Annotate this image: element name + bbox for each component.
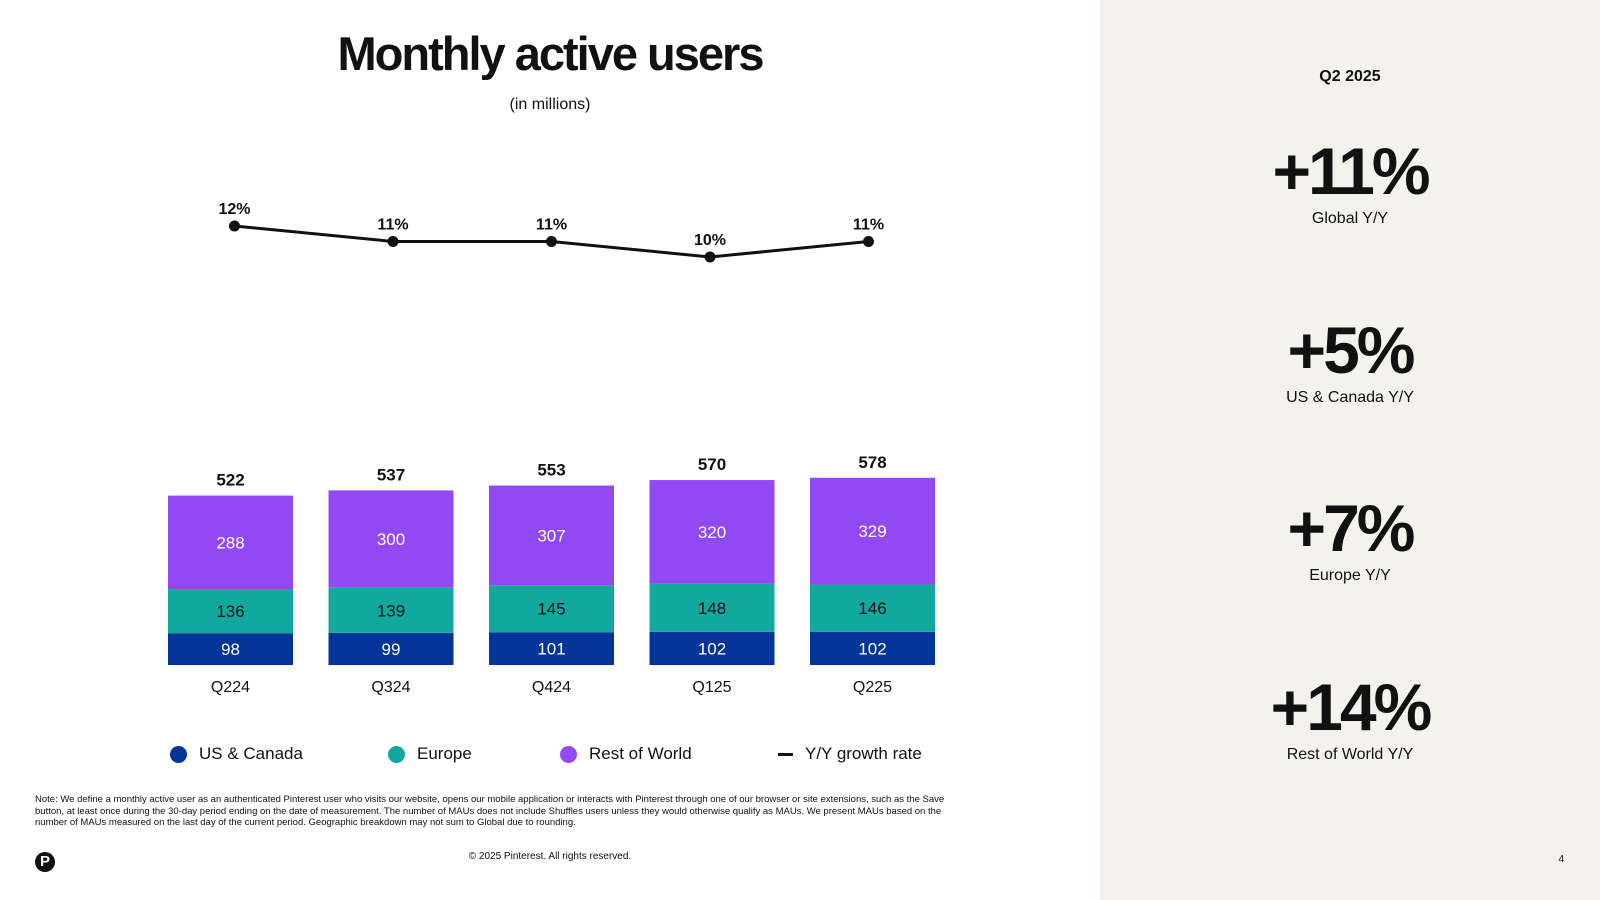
bar-europe-q225: [810, 584, 935, 632]
bar-label-us-canada-q225: 102: [858, 639, 886, 658]
growth-label-q424: 11%: [536, 217, 567, 234]
legend-label-growth-rate: Y/Y growth rate: [805, 744, 922, 763]
bar-label-rest-of-world-q424: 307: [537, 526, 565, 545]
kpi-global-label: Global Y/Y: [1311, 210, 1389, 227]
legend-label-europe: Europe: [417, 744, 472, 763]
x-tick-q225: Q225: [853, 679, 892, 696]
kpi-europe: +7% Europe Y/Y: [1100, 493, 1600, 585]
bar-label-us-canada-q324: 99: [382, 640, 401, 659]
bar-label-europe-q324: 139: [377, 601, 405, 620]
bar-label-europe-q224: 136: [216, 602, 244, 621]
bar-us-canada-q125: [649, 631, 775, 665]
bar-label-europe-q225: 146: [858, 599, 886, 618]
chart-legend: US & Canada Europe Rest of World Y/Y gro…: [170, 744, 940, 768]
bar-rest-of-world-q224: [168, 495, 293, 590]
bar-us-canada-q324: [328, 632, 454, 665]
legend-label-us-canada: US & Canada: [199, 744, 303, 763]
kpi-rest-of-world-label: Rest of World Y/Y: [1286, 746, 1414, 763]
legend-item-growth-rate: Y/Y growth rate: [778, 744, 922, 764]
growth-point-q125: [704, 251, 716, 263]
growth-point-q324: [387, 236, 399, 247]
footnote: Note: We define a monthly active user as…: [35, 794, 945, 828]
legend-item-rest-of-world: Rest of World: [560, 744, 692, 764]
legend-swatch-growth-rate: [778, 752, 793, 756]
total-label-q324: 537: [377, 465, 405, 484]
mau-chart: 98 136 288 522 Q224 99 139 300 537 Q324 101 145 307 5…: [168, 201, 935, 696]
growth-point-q424: [546, 236, 557, 247]
growth-point-q224: [229, 220, 240, 232]
pinterest-logo-icon: P: [35, 852, 55, 872]
bar-rest-of-world-q324: [328, 490, 454, 588]
bar-europe-q125: [649, 583, 775, 632]
legend-item-europe: Europe: [388, 744, 472, 764]
total-label-q125: 570: [698, 455, 726, 474]
page-number: 4: [1558, 854, 1564, 865]
panel-period: Q2 2025: [1319, 68, 1381, 85]
x-tick-q424: Q424: [532, 679, 571, 696]
bar-us-canada-q424: [489, 632, 614, 665]
kpi-us-canada-label: US & Canada Y/Y: [1286, 389, 1414, 406]
bar-label-europe-q424: 145: [537, 600, 565, 619]
legend-swatch-us-canada: [170, 745, 187, 763]
bar-label-rest-of-world-q125: 320: [698, 523, 726, 542]
bar-label-us-canada-q125: 102: [698, 639, 726, 658]
total-label-q424: 553: [537, 461, 565, 480]
bar-label-rest-of-world-q224: 288: [216, 533, 244, 552]
bar-rest-of-world-q225: [810, 477, 935, 585]
growth-label-q224: 12%: [218, 201, 250, 218]
growth-label-q324: 11%: [377, 217, 408, 234]
kpi-europe-value: +7%: [1287, 491, 1416, 565]
bar-label-us-canada-q224: 98: [221, 640, 240, 659]
x-tick-q125: Q125: [692, 679, 731, 696]
bar-europe-q424: [489, 585, 614, 633]
kpi-us-canada: +5% US & Canada Y/Y: [1100, 315, 1600, 407]
bar-label-rest-of-world-q225: 329: [858, 522, 886, 541]
kpi-global: +11% Global Y/Y: [1100, 136, 1600, 228]
kpi-us-canada-value: +5%: [1287, 313, 1416, 387]
legend-swatch-rest-of-world: [560, 745, 577, 763]
kpi-rest-of-world-value: +14%: [1270, 670, 1433, 744]
bar-europe-q224: [168, 589, 293, 634]
bar-label-rest-of-world-q324: 300: [377, 530, 405, 549]
bar-rest-of-world-q424: [489, 485, 614, 586]
legend-swatch-europe: [388, 745, 405, 763]
kpi-europe-label: Europe Y/Y: [1309, 567, 1391, 584]
bar-europe-q324: [328, 587, 454, 633]
kpi-rest-of-world: +14% Rest of World Y/Y: [1100, 672, 1600, 764]
growth-point-q225: [863, 236, 874, 247]
growth-label-q125: 10%: [694, 232, 726, 249]
legend-item-us-canada: US & Canada: [170, 744, 303, 764]
kpi-global-value: +11%: [1272, 134, 1431, 208]
total-label-q224: 522: [216, 471, 244, 490]
total-label-q225: 578: [858, 453, 886, 472]
x-tick-q224: Q224: [211, 679, 250, 696]
summary-panel: Q2 2025 +11% Global Y/Y +5% US & Canada …: [1100, 0, 1600, 900]
chart-title: Monthly active users: [337, 27, 765, 80]
bar-us-canada-q224: [168, 633, 293, 665]
bar-label-europe-q125: 148: [698, 599, 726, 618]
bar-label-us-canada-q424: 101: [537, 640, 565, 659]
x-tick-q324: Q324: [371, 679, 410, 696]
bar-us-canada-q225: [810, 631, 935, 665]
copyright: © 2025 Pinterest. All rights reserved.: [468, 851, 632, 862]
chart-subtitle: (in millions): [509, 96, 591, 113]
bar-rest-of-world-q125: [649, 480, 775, 584]
legend-label-rest-of-world: Rest of World: [589, 744, 692, 763]
growth-label-q225: 11%: [853, 217, 884, 234]
